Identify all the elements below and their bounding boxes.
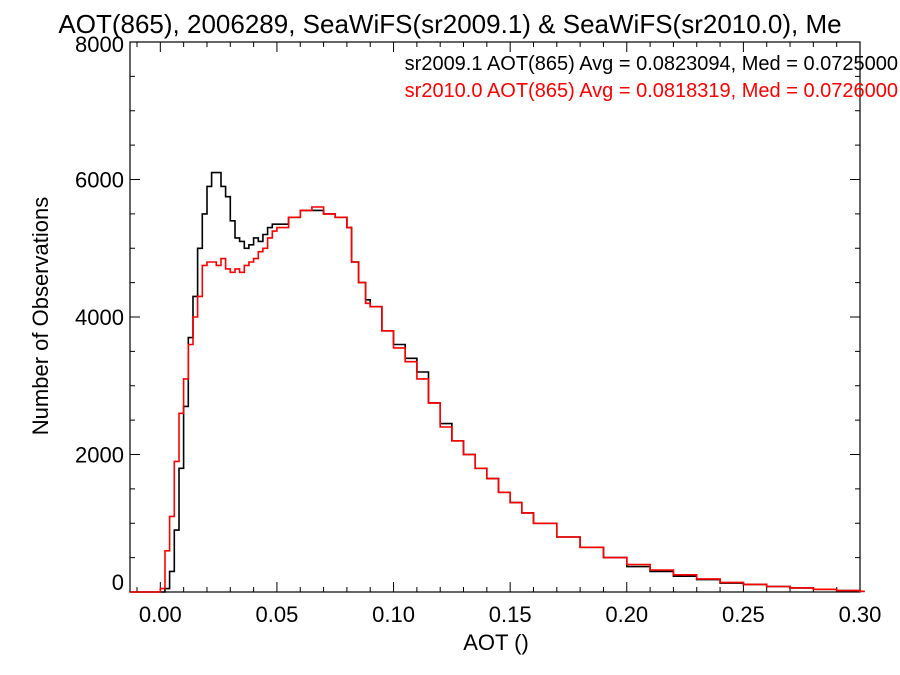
y-axis: 0 2000 4000 6000 8000: [75, 32, 860, 595]
x-tick-label: 0.20: [605, 602, 648, 627]
x-tick-label: 0.05: [256, 602, 299, 627]
x-axis: 0.00 0.05 0.10 0.15 0.20 0.25 0.30: [136, 42, 882, 627]
x-tick-label: 0.10: [372, 602, 415, 627]
annotation-sr2010: sr2010.0 AOT(865) Avg = 0.0818319, Med =…: [405, 80, 898, 102]
x-tick-label: 0.30: [839, 602, 882, 627]
x-tick-label: 0.25: [722, 602, 765, 627]
chart-title: AOT(865), 2006289, SeaWiFS(sr2009.1) & S…: [58, 9, 841, 39]
y-tick-label: 2000: [75, 443, 124, 468]
series-sr2010-line: [130, 206, 865, 593]
x-tick-label: 0.00: [139, 602, 182, 627]
y-tick-label: 0: [112, 570, 124, 595]
y-tick-label: 8000: [75, 32, 124, 57]
y-tick-label: 6000: [75, 168, 124, 193]
x-axis-label: AOT (): [463, 630, 529, 655]
y-tick-label: 4000: [75, 305, 124, 330]
x-tick-label: 0.15: [489, 602, 532, 627]
annotation-sr2009: sr2009.1 AOT(865) Avg = 0.0823094, Med =…: [405, 53, 898, 75]
series-layer: [130, 171, 865, 593]
y-axis-label: Number of Observations: [28, 197, 53, 435]
